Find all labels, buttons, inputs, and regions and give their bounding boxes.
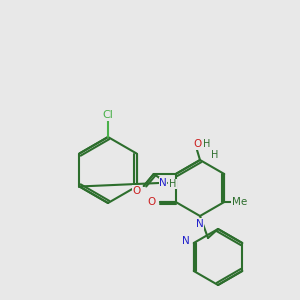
Text: N: N xyxy=(159,178,167,188)
Text: O: O xyxy=(133,186,141,196)
Text: H: H xyxy=(211,150,219,160)
Text: O: O xyxy=(148,197,156,207)
Text: N: N xyxy=(196,219,204,229)
Text: Cl: Cl xyxy=(103,110,113,120)
Text: H: H xyxy=(203,139,211,149)
Text: O: O xyxy=(193,139,201,149)
Text: H: H xyxy=(169,179,177,189)
Text: N: N xyxy=(182,236,190,246)
Text: Me: Me xyxy=(232,197,247,207)
